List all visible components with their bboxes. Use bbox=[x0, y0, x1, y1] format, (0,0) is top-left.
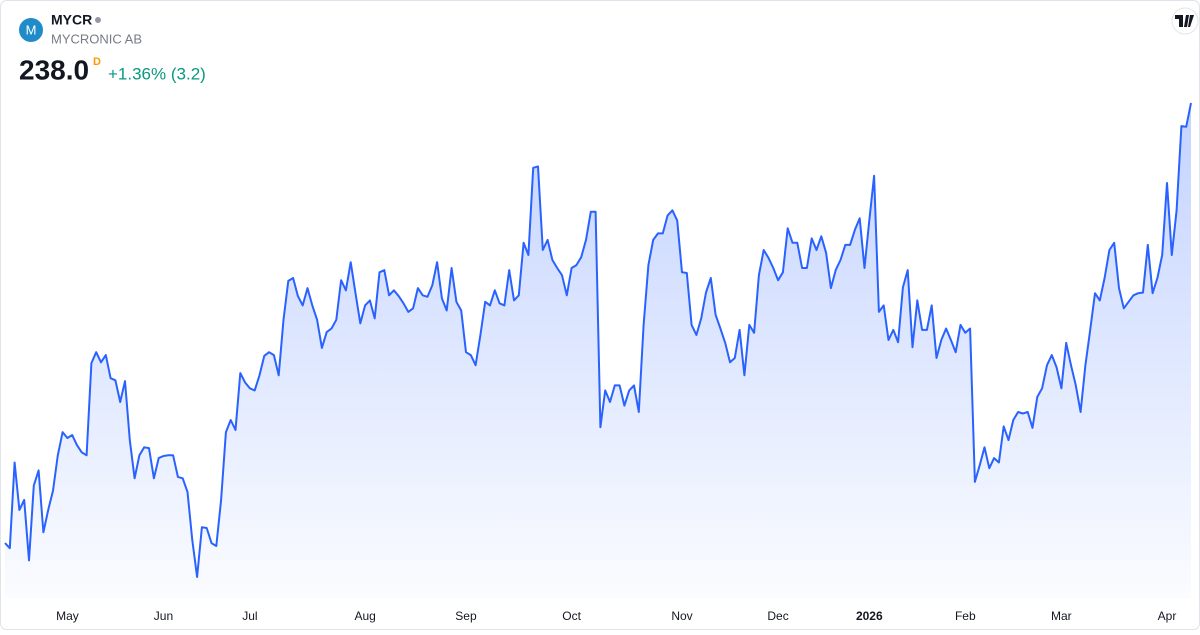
interval: D bbox=[93, 56, 101, 68]
x-tick-label: Jun bbox=[154, 609, 173, 623]
x-tick-label: Mar bbox=[1051, 609, 1072, 623]
company-name: MYCRONIC AB bbox=[51, 31, 142, 46]
x-tick-label: May bbox=[56, 609, 79, 623]
x-tick-label: Aug bbox=[354, 609, 375, 623]
logo bbox=[19, 18, 43, 42]
x-tick-label: 2026 bbox=[856, 609, 883, 623]
x-tick-label: Feb bbox=[955, 609, 976, 623]
x-tick-label: Sep bbox=[455, 609, 477, 623]
tv-logo bbox=[1171, 7, 1199, 35]
price: 238.0 bbox=[19, 54, 89, 85]
x-tick-label: Jul bbox=[242, 609, 257, 623]
price-line bbox=[4, 102, 1192, 578]
x-tick-label: Apr bbox=[1158, 609, 1177, 623]
x-tick-label: Nov bbox=[671, 609, 692, 623]
plot: May Jun Jul Aug Sep Oct Nov Dec 2026 Feb Mar Apr bbox=[4, 102, 1192, 623]
x-tick-label: Oct bbox=[562, 609, 581, 623]
symbol: MYCR bbox=[51, 12, 92, 28]
x-tick-label: Dec bbox=[767, 609, 788, 623]
change: +1.36% (3.2) bbox=[108, 64, 206, 83]
logo-letter: M bbox=[26, 22, 37, 37]
status-dot bbox=[95, 17, 101, 23]
